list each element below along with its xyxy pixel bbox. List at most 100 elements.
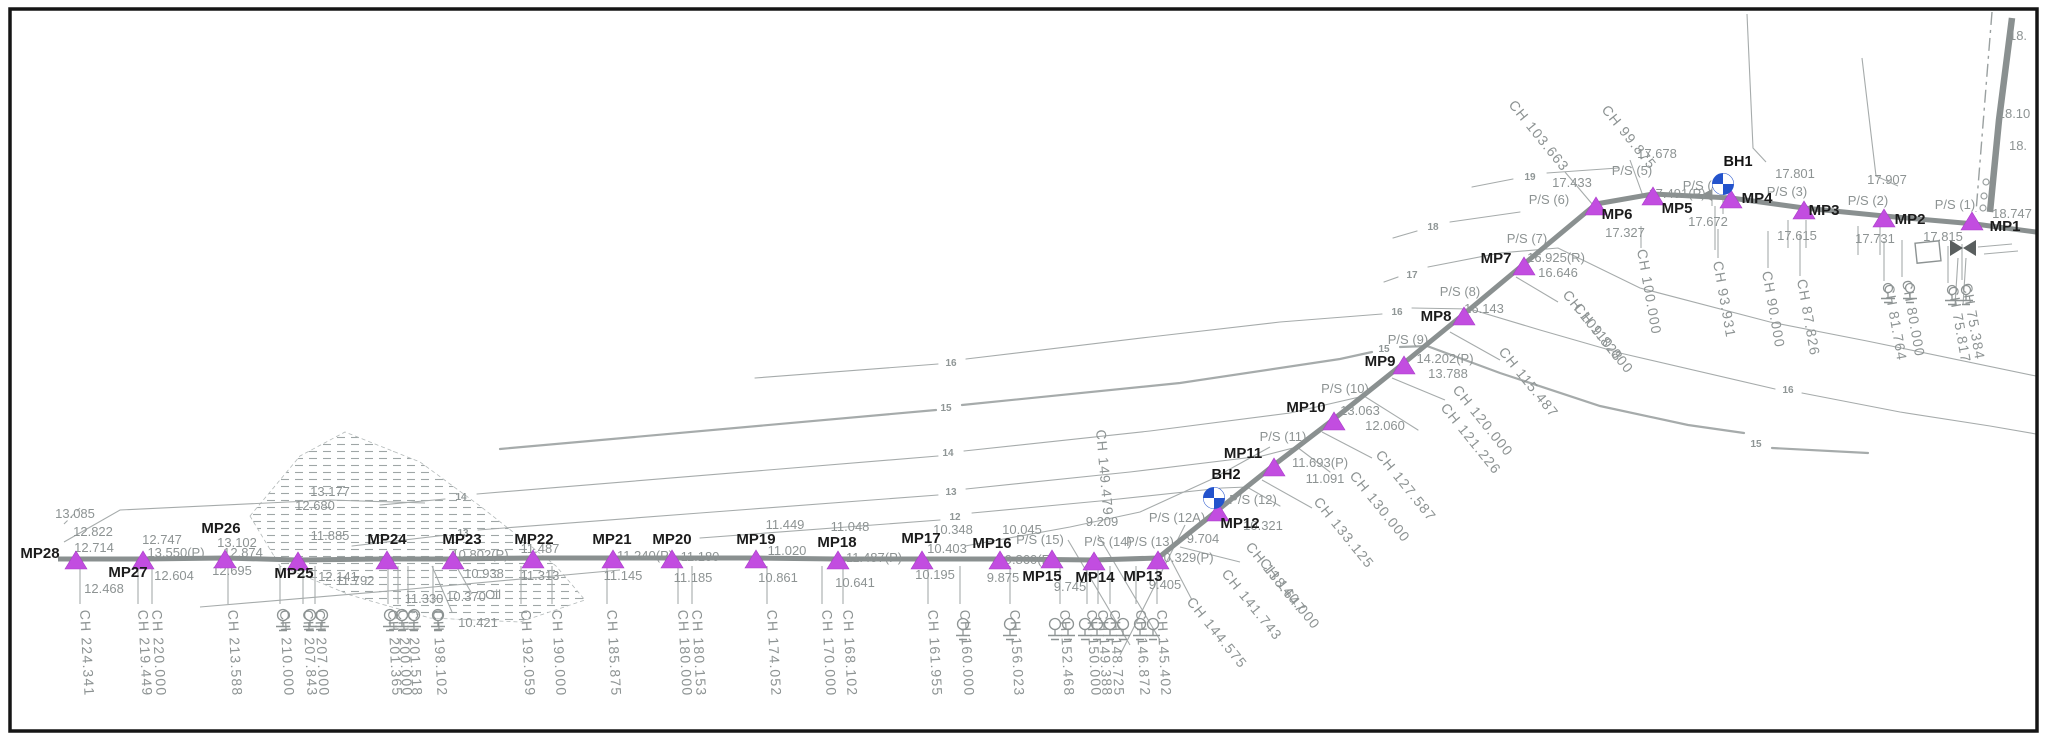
boundary-line <box>1861 57 1899 187</box>
contour-line <box>1411 307 1776 390</box>
chainage-label: CH 220.000 <box>149 609 170 696</box>
elevation-label: 12.604 <box>154 568 194 583</box>
boundary-line <box>1962 257 1967 306</box>
elevation-label: 17.327 <box>1605 225 1645 240</box>
elevation-label: 12.468 <box>84 581 124 596</box>
contour-line <box>1449 211 1521 223</box>
mp-marker <box>1082 551 1106 571</box>
mp-label: MP27 <box>108 564 147 581</box>
mp-marker <box>1719 189 1743 209</box>
elevation-label: 18.747 <box>1992 206 2032 221</box>
mp-label: MP23 <box>442 531 481 548</box>
dashed-line <box>63 507 81 525</box>
mp-label: MP11 <box>1224 445 1262 462</box>
mp-label: MP4 <box>1742 190 1774 207</box>
elevation-label: 11.185 <box>674 570 713 585</box>
elevation-label: 9.860(R) <box>1005 552 1056 567</box>
chainage-label: CH 90.000 <box>1759 270 1788 349</box>
mp-marker <box>213 549 237 569</box>
elevation-label: 12.680 <box>295 498 335 513</box>
mp-marker <box>1960 211 1984 231</box>
elevation-label: 12.874 <box>223 545 263 560</box>
chainage-label: CH 170.000 <box>819 609 840 696</box>
dashdot-utility-line <box>1975 11 1993 213</box>
elevation-label: 9.745 <box>1054 579 1087 594</box>
elevation-label: 11.449 <box>766 517 805 532</box>
mp-marker <box>1146 550 1170 570</box>
boundary-line <box>199 569 621 608</box>
chainage-label: CH 160.000 <box>957 609 978 696</box>
bh-label: BH2 <box>1211 467 1240 483</box>
chainage-label: CH 192.059 <box>518 609 539 696</box>
contour-line <box>476 455 939 495</box>
contour-elevation-label: 19 <box>1524 172 1536 183</box>
boundary-line <box>1449 331 1501 361</box>
mp-label: MP22 <box>514 531 553 548</box>
elevation-label: 17.907 <box>1867 172 1907 187</box>
elevation-label: 17.672 <box>1688 214 1728 229</box>
contour-line <box>477 494 939 531</box>
elevation-label: 11.020 <box>768 543 807 558</box>
ps-label: P/S (11) <box>1260 429 1307 444</box>
elevation-label: 18. <box>2009 28 2027 43</box>
borehole-icon <box>1203 498 1214 509</box>
elevation-label: 10.861 <box>758 570 798 585</box>
contour-elevation-label: 13 <box>457 528 469 539</box>
mp-label: MP1 <box>1990 218 2021 235</box>
mp-marker <box>1206 502 1230 522</box>
elevation-label: 10.195 <box>915 567 955 582</box>
elevation-label: 13.102 <box>217 535 257 550</box>
contour-elevation-label: 14 <box>942 448 954 459</box>
mp-label: MP9 <box>1365 353 1396 370</box>
elevation-label: 9.209 <box>1086 514 1119 529</box>
boundary-line <box>1977 243 2013 248</box>
mp-marker <box>64 550 88 570</box>
mp-marker <box>1792 200 1816 220</box>
chainage-label: CH 161.955 <box>925 609 946 696</box>
elevation-label: 10.370 <box>446 589 486 604</box>
mp-marker <box>1872 208 1896 228</box>
elevation-label: 17.815 <box>1923 229 1963 244</box>
elevation-label: 9.405 <box>1149 577 1182 592</box>
chainage-label: CH 93.931 <box>1710 260 1739 339</box>
chainage-label: CH 149.479 <box>1093 429 1116 517</box>
marsh-hatch-area <box>249 431 586 623</box>
ps-label: P/S (7) <box>1507 231 1547 246</box>
elevation-label: 16.646 <box>1538 265 1578 280</box>
boundary-line <box>1564 171 1594 206</box>
mp-marker <box>521 549 545 569</box>
elevation-label: 17.491(P) <box>1648 186 1705 201</box>
elevation-label: 10.938 <box>464 566 504 581</box>
contour-line <box>754 363 939 379</box>
borehole-icon <box>1712 184 1723 195</box>
mp-marker <box>910 550 934 570</box>
contour-elevation-label: 15 <box>1750 439 1762 450</box>
elevation-label: 11.792 <box>336 573 375 588</box>
elevation-label: 10.641 <box>835 575 875 590</box>
chainage-label: CH 207.843 <box>300 609 321 696</box>
elevation-label: 13.788 <box>1428 366 1468 381</box>
mp-marker <box>1512 256 1536 276</box>
mp-label: MP15 <box>1022 568 1061 585</box>
contour-line <box>699 519 941 539</box>
boundary-line <box>1169 557 1193 601</box>
contour-elevation-label: 13 <box>945 487 957 498</box>
elevation-label: 18.10 <box>1998 106 2031 121</box>
chainage-label: CH 198.102 <box>430 609 451 696</box>
bh-label: BH1 <box>1723 154 1752 170</box>
elevation-label: 11.330 <box>405 591 444 606</box>
elevation-label: Oil <box>485 587 501 602</box>
chainage-label: CH 180.153 <box>689 609 710 696</box>
mp-marker <box>1641 186 1665 206</box>
elevation-label: 11.487(P) <box>846 550 902 565</box>
elevation-label: 11.313 <box>521 568 560 583</box>
elevation-label: 10.329(P) <box>1156 550 1213 565</box>
elevation-label: 10.321 <box>1243 518 1283 533</box>
elevation-label: 13.177 <box>310 484 350 499</box>
pole-symbol <box>1979 204 1987 212</box>
chainage-label: CH 144.575 <box>1184 594 1251 671</box>
chainage-label: CH 152.468 <box>1057 609 1078 696</box>
mp-marker <box>286 551 310 571</box>
elevation-label: 11.180 <box>681 549 720 564</box>
